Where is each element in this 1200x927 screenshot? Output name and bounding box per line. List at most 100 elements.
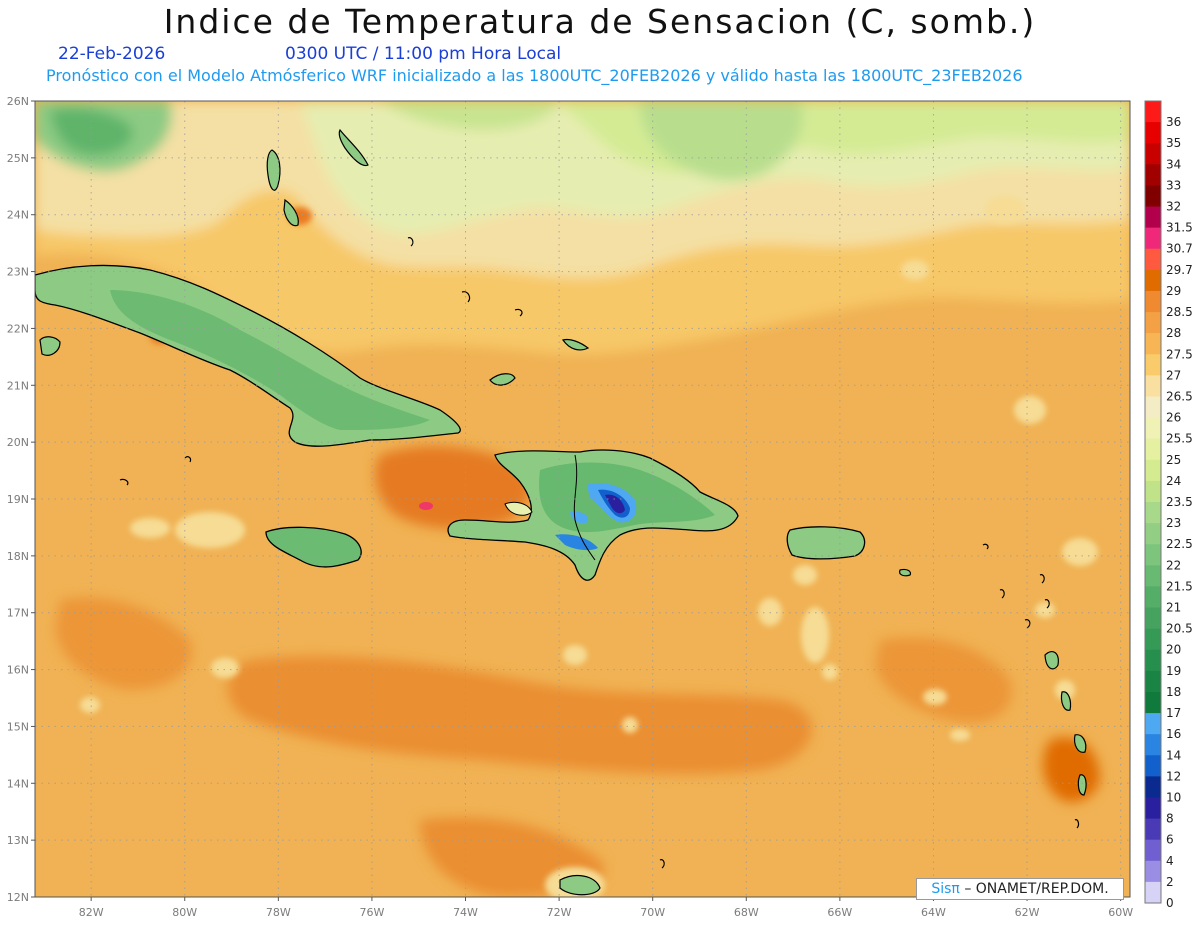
lat-label: 19N	[7, 493, 29, 506]
colorbar-swatch	[1145, 101, 1161, 123]
colorbar-swatch	[1145, 502, 1161, 524]
land-bahamas	[266, 128, 590, 386]
colorbar-label: 31.5	[1166, 221, 1193, 235]
colorbar-label: 10	[1166, 790, 1181, 804]
colorbar-label: 19	[1166, 664, 1181, 678]
lat-label: 14N	[7, 777, 29, 790]
lon-label: 64W	[921, 906, 946, 919]
colorbar-swatch	[1145, 227, 1161, 250]
colorbar-swatch	[1145, 122, 1161, 144]
colorbar-label: 21.5	[1166, 579, 1193, 593]
land-lesser-antilles	[559, 568, 1087, 896]
colorbar-label: 28	[1166, 326, 1181, 340]
colorbar-swatch	[1145, 670, 1161, 693]
colorbar-swatch	[1145, 755, 1161, 777]
colorbar-label: 18	[1166, 685, 1181, 699]
lat-label: 24N	[7, 209, 29, 222]
colorbar-swatch	[1145, 438, 1161, 461]
colorbar-label: 12	[1166, 769, 1181, 783]
lat-label: 12N	[7, 891, 29, 904]
model-description: Pronóstico con el Modelo Atmósferico WRF…	[46, 66, 1023, 85]
colorbar-frame	[1144, 100, 1162, 904]
colorbar-swatch	[1145, 480, 1161, 503]
forecast-date: 22-Feb-2026	[58, 44, 166, 64]
colorbar-swatch	[1145, 607, 1161, 630]
colorbar-label: 30.7	[1166, 242, 1193, 256]
colorbar-label: 33	[1166, 178, 1181, 192]
colorbar-label: 6	[1166, 833, 1174, 847]
colorbar-swatch	[1145, 860, 1161, 883]
colorbar-label: 16	[1166, 727, 1181, 741]
credit-org: – ONAMET/REP.DOM.	[964, 881, 1109, 897]
lon-label: 76W	[359, 906, 384, 919]
lat-label: 25N	[7, 152, 29, 165]
lat-lon-grid	[35, 101, 1130, 897]
colorbar-swatch	[1145, 290, 1161, 313]
colorbar-swatch	[1145, 544, 1161, 566]
colorbar-swatch	[1145, 523, 1161, 545]
colorbar-label: 22	[1166, 558, 1181, 572]
colorbar-swatch	[1145, 248, 1161, 271]
colorbar-swatch	[1145, 375, 1161, 397]
colorbar-swatch	[1145, 354, 1161, 376]
valid-time-row: 22-Feb-2026 0300 UTC / 11:00 pm Hora Loc…	[0, 44, 1200, 66]
colorbar-swatch	[1145, 333, 1161, 355]
lon-label: 70W	[640, 906, 665, 919]
colorbar-swatch	[1145, 734, 1161, 756]
colorbar-label: 32	[1166, 200, 1181, 214]
colorbar-swatch	[1145, 586, 1161, 609]
colorbar-swatch	[1145, 312, 1161, 334]
colorbar-label: 29	[1166, 284, 1181, 298]
land-jamaica	[265, 526, 362, 568]
colorbar-label: 34	[1166, 157, 1181, 171]
colorbar-label: 26.5	[1166, 389, 1193, 403]
lat-label: 15N	[7, 720, 29, 733]
lon-label: 78W	[266, 906, 291, 919]
lat-label: 16N	[7, 664, 29, 677]
colorbar-label: 0	[1166, 896, 1174, 910]
colorbar-label: 24	[1166, 474, 1181, 488]
colorbar-label: 27	[1166, 368, 1181, 382]
lon-label: 62W	[1015, 906, 1040, 919]
colorbar-label: 28.5	[1166, 305, 1193, 319]
colorbar-swatch	[1145, 185, 1161, 208]
lat-label: 21N	[7, 379, 29, 392]
colorbar-swatch	[1145, 818, 1161, 841]
lon-label: 68W	[734, 906, 759, 919]
lon-label: 66W	[827, 906, 852, 919]
colorbar-swatch	[1145, 565, 1161, 587]
colorbar-label: 8	[1166, 812, 1174, 826]
colorbar-label: 17	[1166, 706, 1181, 720]
colorbar-label: 26	[1166, 411, 1181, 425]
lat-label: 22N	[7, 322, 29, 335]
colorbar-label: 23	[1166, 516, 1181, 530]
colorbar-swatch	[1145, 143, 1161, 165]
lat-label: 20N	[7, 436, 29, 449]
colorbar-swatch	[1145, 881, 1161, 904]
lon-label: 74W	[453, 906, 478, 919]
lon-label: 60W	[1108, 906, 1133, 919]
colorbar-label: 25	[1166, 453, 1181, 467]
forecast-time: 0300 UTC / 11:00 pm Hora Local	[285, 44, 562, 64]
axis-ticks: 26N 25N 24N 23N 22N 21N 20N 19N 18N 17N 16N 15N 14N 1…	[7, 95, 1133, 919]
colorbar-label: 20	[1166, 643, 1181, 657]
colorbar-label: 21	[1166, 601, 1181, 615]
colorbar-label: 27.5	[1166, 347, 1193, 361]
colorbar-label: 23.5	[1166, 495, 1193, 509]
lon-label: 82W	[79, 906, 104, 919]
colorbar-label: 36	[1166, 115, 1181, 129]
colorbar-swatch	[1145, 691, 1161, 714]
colorbar: 363534333231.530.729.72928.52827.52726.5…	[1144, 100, 1193, 910]
land-puerto-rico	[786, 526, 866, 560]
colorbar-swatch	[1145, 459, 1161, 482]
colorbar-label: 2	[1166, 875, 1174, 889]
small-islands	[119, 237, 1080, 869]
colorbar-swatch	[1145, 269, 1161, 292]
page-title: Indice de Temperatura de Sensacion (C, s…	[163, 2, 1037, 41]
lat-label: 17N	[7, 607, 29, 620]
lat-label: 13N	[7, 834, 29, 847]
colorbar-swatch	[1145, 628, 1161, 651]
lat-label: 23N	[7, 266, 29, 279]
colorbar-label: 35	[1166, 136, 1181, 150]
